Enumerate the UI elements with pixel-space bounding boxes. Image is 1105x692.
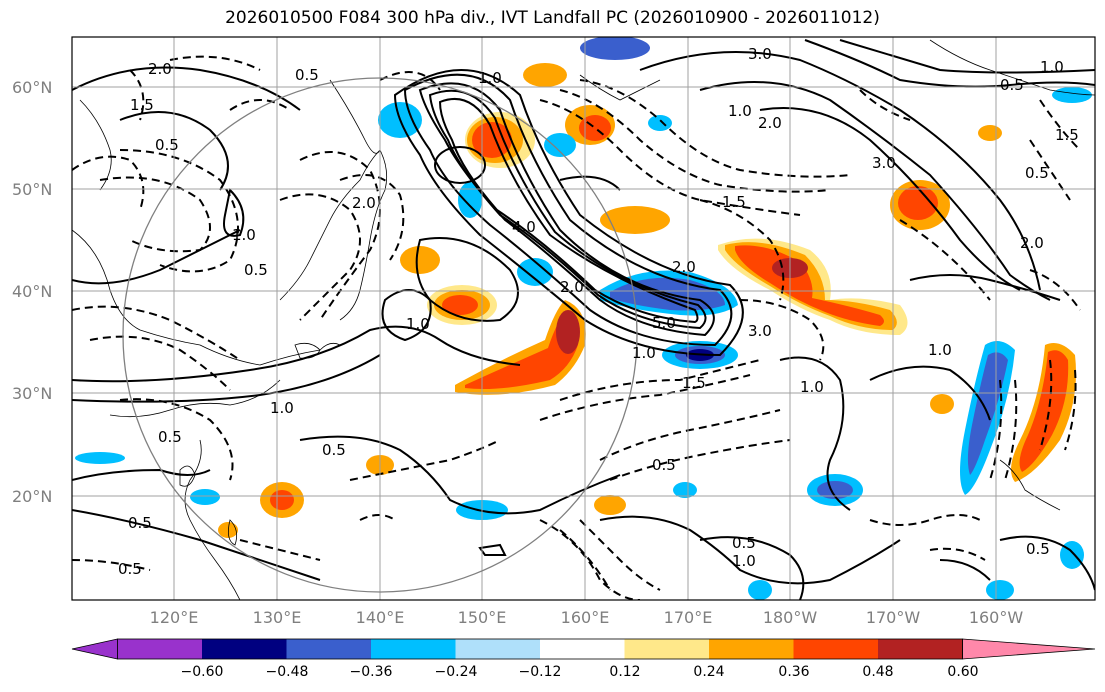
colorbar-segment: [117, 639, 202, 659]
longitude-ticks: 120°E 130°E 140°E 150°E 160°E 170°E 180°…: [150, 608, 1024, 627]
contour-label: 1.0: [928, 341, 952, 359]
colorbar-label: −0.60: [181, 664, 224, 680]
colorbar-label: 0.24: [693, 664, 724, 680]
map-title: 2026010500 F084 300 hPa div., IVT Landfa…: [225, 8, 880, 28]
lon-tick-label: 180°W: [763, 608, 818, 627]
contour-label: 0.5: [652, 456, 676, 474]
contour-label-layer: 2.0 1.5 1.0 0.5 0.5 0.5 1.0 2.0 4.0 3.0 …: [118, 45, 1079, 578]
contour-label: 0.5: [732, 534, 756, 552]
colorbar-high-extend-arrow: [962, 638, 1096, 660]
contour-label: 0.5: [322, 441, 346, 459]
contour-label: 3.0: [748, 45, 772, 63]
colorbar-segment: [371, 639, 456, 659]
contour-label: 1.0: [232, 226, 256, 244]
contour-label: 1.0: [478, 69, 502, 87]
map-frame: [71, 36, 1096, 601]
colorbar: [71, 638, 1096, 660]
contour-label: 0.5: [1000, 76, 1024, 94]
lon-tick-label: 160°E: [561, 608, 610, 627]
contour-label: 0.5: [128, 514, 152, 532]
coastline-layer: [72, 39, 1095, 600]
contour-label: 1.5: [130, 96, 154, 114]
colorbar-segment: [202, 639, 287, 659]
lat-tick-label: 50°N: [12, 180, 52, 199]
lon-tick-label: 160°W: [969, 608, 1024, 627]
contour-label: 1.0: [270, 399, 294, 417]
colorbar-segment: [286, 639, 371, 659]
contour-label: 1.5: [682, 374, 706, 392]
colorbar-segment: [878, 639, 963, 659]
colorbar-segment: [540, 639, 625, 659]
colorbar-label: −0.24: [435, 664, 478, 680]
contour-label: 2.0: [758, 114, 782, 132]
contour-label: 0.5: [118, 560, 142, 578]
lon-tick-label: 120°E: [150, 608, 199, 627]
lat-tick-label: 40°N: [12, 282, 52, 301]
colorbar-label: 0.48: [862, 664, 893, 680]
contour-label: 1.0: [800, 378, 824, 396]
colorbar-segment: [793, 639, 878, 659]
contour-label: 0.5: [155, 136, 179, 154]
colorbar-segment: [455, 639, 540, 659]
lon-tick-label: 130°E: [253, 608, 302, 627]
contour-label: 1.0: [728, 102, 752, 120]
contour-label: 1.0: [406, 315, 430, 333]
colorbar-label: 0.36: [778, 664, 809, 680]
contour-label: 1.5: [1055, 126, 1079, 144]
contour-label: 1.5: [722, 193, 746, 211]
contour-label: 0.5: [1026, 540, 1050, 558]
lat-tick-label: 20°N: [12, 487, 52, 506]
colorbar-label: −0.12: [519, 664, 562, 680]
contour-label: 0.5: [158, 428, 182, 446]
contour-label: 0.5: [1025, 164, 1049, 182]
contour-label: 2.0: [560, 278, 584, 296]
colorbar-segment: [709, 639, 794, 659]
contour-label: 1.0: [632, 344, 656, 362]
contour-label: 3.0: [748, 322, 772, 340]
contour-label: 2.0: [148, 60, 172, 78]
latitude-ticks: 60°N 50°N 40°N 30°N 20°N: [12, 78, 52, 506]
contour-label: 4.0: [512, 218, 536, 236]
landfall-radius-circle: [122, 77, 638, 593]
colorbar-label: 0.60: [947, 664, 978, 680]
gridlines: [72, 37, 1095, 600]
lon-tick-label: 150°E: [458, 608, 507, 627]
contour-label: 2.0: [672, 258, 696, 276]
contour-label: 1.0: [732, 552, 756, 570]
contour-label: 2.0: [1020, 234, 1044, 252]
colorbar-segment: [624, 639, 709, 659]
lon-tick-label: 140°E: [356, 608, 405, 627]
colorbar-labels: −0.60 −0.48 −0.36 −0.24 −0.12 0.12 0.24 …: [181, 664, 979, 680]
solid-contour-layer: [72, 39, 1095, 600]
lon-tick-label: 170°W: [866, 608, 921, 627]
colorbar-label: 0.12: [609, 664, 640, 680]
colorbar-label: −0.36: [350, 664, 393, 680]
colorbar-border: [117, 638, 963, 660]
colorbar-low-extend-arrow: [71, 638, 118, 660]
contour-label: 0.5: [295, 66, 319, 84]
contour-label: 5.0: [652, 314, 676, 332]
lat-tick-label: 60°N: [12, 78, 52, 97]
contour-label: 2.0: [352, 194, 376, 212]
colorbar-label: −0.48: [266, 664, 309, 680]
contour-label: 1.0: [1040, 58, 1064, 76]
lon-tick-label: 170°E: [664, 608, 713, 627]
lat-tick-label: 30°N: [12, 384, 52, 403]
contour-label: 3.0: [872, 154, 896, 172]
contour-label: 0.5: [244, 261, 268, 279]
